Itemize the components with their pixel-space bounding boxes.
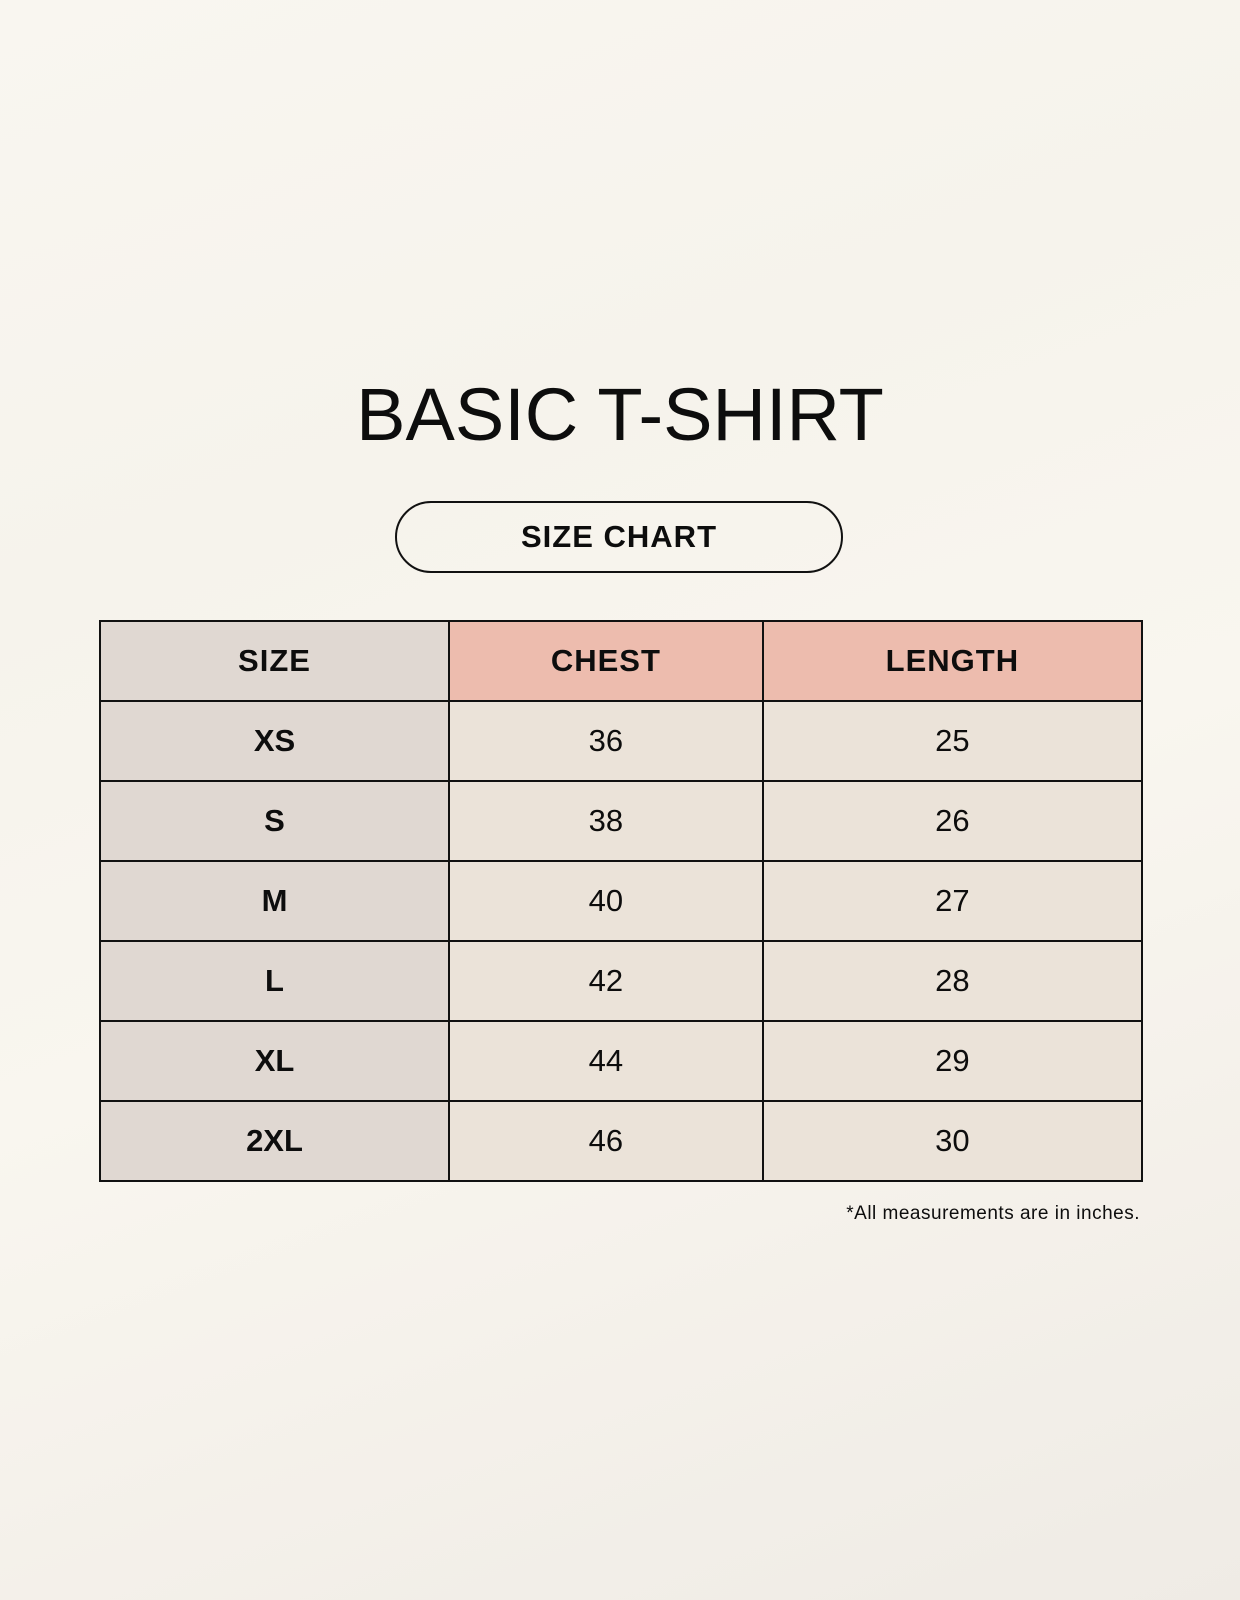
size-chart-label: SIZE CHART xyxy=(395,501,843,573)
chest-cell: 42 xyxy=(448,940,764,1022)
chest-cell: 46 xyxy=(448,1100,764,1182)
length-cell: 28 xyxy=(761,940,1144,1022)
header-chest: CHEST xyxy=(448,620,764,702)
chest-cell: 38 xyxy=(448,780,764,862)
length-cell: 29 xyxy=(761,1020,1144,1102)
size-cell: S xyxy=(99,780,450,862)
size-cell: M xyxy=(99,860,450,942)
size-cell: L xyxy=(99,940,450,1022)
length-cell: 30 xyxy=(761,1100,1144,1182)
chest-cell: 44 xyxy=(448,1020,764,1102)
length-cell: 26 xyxy=(761,780,1144,862)
chest-cell: 36 xyxy=(448,700,764,782)
table-row: M 40 27 xyxy=(99,860,1144,942)
table-row: XL 44 29 xyxy=(99,1020,1144,1102)
footnote: *All measurements are in inches. xyxy=(846,1203,1140,1224)
size-cell: XS xyxy=(99,700,450,782)
table-row: 2XL 46 30 xyxy=(99,1100,1144,1182)
table-row: L 42 28 xyxy=(99,940,1144,1022)
page-title: BASIC T-SHIRT xyxy=(356,373,884,456)
table-row: XS 36 25 xyxy=(99,700,1144,782)
size-cell: XL xyxy=(99,1020,450,1102)
header-size: SIZE xyxy=(99,620,450,702)
size-cell: 2XL xyxy=(99,1100,450,1182)
length-cell: 25 xyxy=(761,700,1144,782)
chest-cell: 40 xyxy=(448,860,764,942)
table-header-row: SIZE CHEST LENGTH xyxy=(99,620,1144,702)
size-table: SIZE CHEST LENGTH XS 36 25 S 38 26 M 40 27 L 42 28 X… xyxy=(99,620,1144,1182)
header-length: LENGTH xyxy=(761,620,1144,702)
table-row: S 38 26 xyxy=(99,780,1144,862)
length-cell: 27 xyxy=(761,860,1144,942)
